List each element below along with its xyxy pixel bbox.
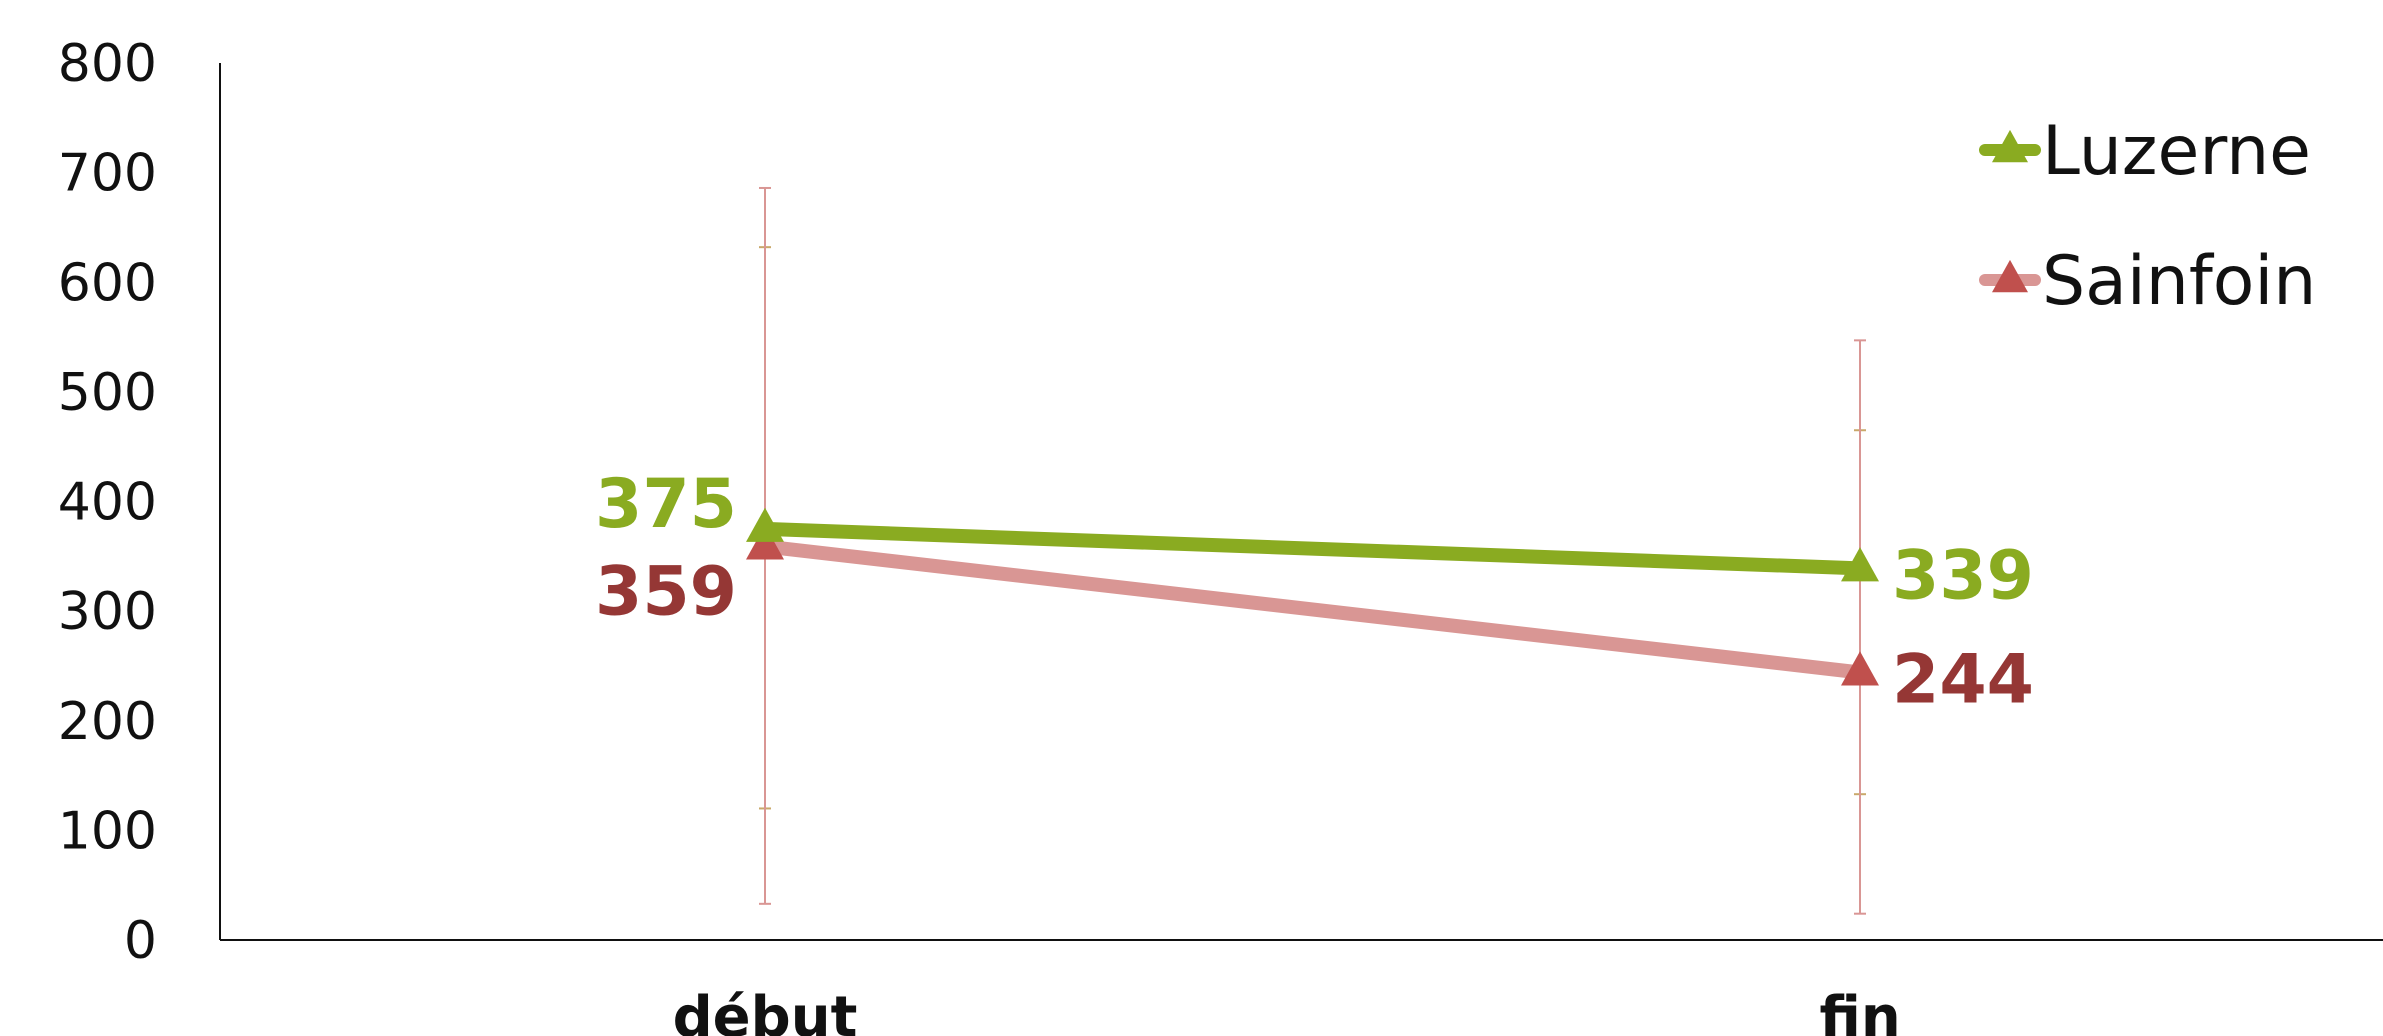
y-tick-label: 300	[58, 582, 157, 642]
data-point-marker	[746, 525, 784, 560]
y-tick-label: 600	[58, 253, 157, 313]
y-tick-label: 800	[58, 34, 157, 94]
y-tick-label: 400	[58, 473, 157, 533]
data-label: 244	[1892, 641, 2034, 720]
series-line-sainfoin	[758, 539, 1867, 680]
data-label: 359	[595, 552, 737, 631]
legend-swatch-marker	[1992, 259, 2028, 293]
data-point-marker	[1841, 547, 1879, 582]
legend-label: Luzerne	[2042, 112, 2311, 191]
data-point-marker	[746, 507, 784, 542]
legend-swatch-marker	[1992, 129, 2028, 163]
data-label: 375	[595, 465, 737, 544]
y-tick-label: 200	[58, 692, 157, 752]
data-point-marker	[1841, 651, 1879, 686]
y-tick-label: 100	[58, 801, 157, 861]
y-tick-label: 0	[124, 911, 157, 971]
x-tick-label: début	[673, 985, 858, 1036]
data-labels: 375 339 359 244	[595, 465, 2034, 720]
series-markers	[746, 507, 1879, 686]
y-tick-label: 500	[58, 363, 157, 423]
chart-axes: 0 100 200 300 400 500 600 700 800 début fin	[58, 34, 2383, 1036]
data-label: 339	[1892, 536, 2034, 615]
legend-label: Sainfoin	[2042, 242, 2316, 321]
legend: Luzerne Sainfoin	[1979, 112, 2316, 321]
x-tick-label: fin	[1819, 985, 1900, 1036]
y-tick-label: 700	[58, 144, 157, 204]
series-lines	[758, 521, 1867, 680]
series-line-luzerne	[758, 521, 1867, 576]
